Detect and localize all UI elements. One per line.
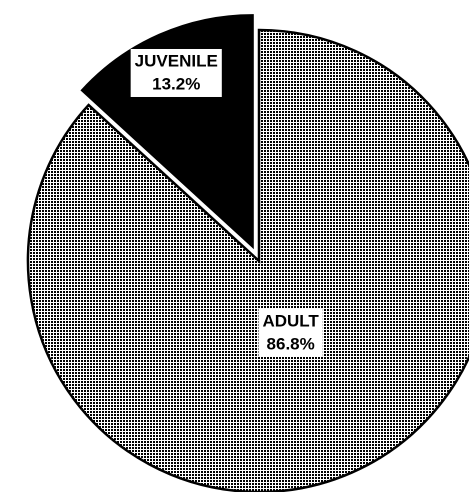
slice-label: ADULT xyxy=(262,311,319,330)
label-box xyxy=(258,308,323,357)
slice-label: JUVENILE xyxy=(135,51,218,70)
slice-value-label: 86.8% xyxy=(267,334,315,353)
pie-slice xyxy=(26,28,469,492)
label-box xyxy=(130,48,222,97)
slice-value-label: 13.2% xyxy=(152,74,200,93)
